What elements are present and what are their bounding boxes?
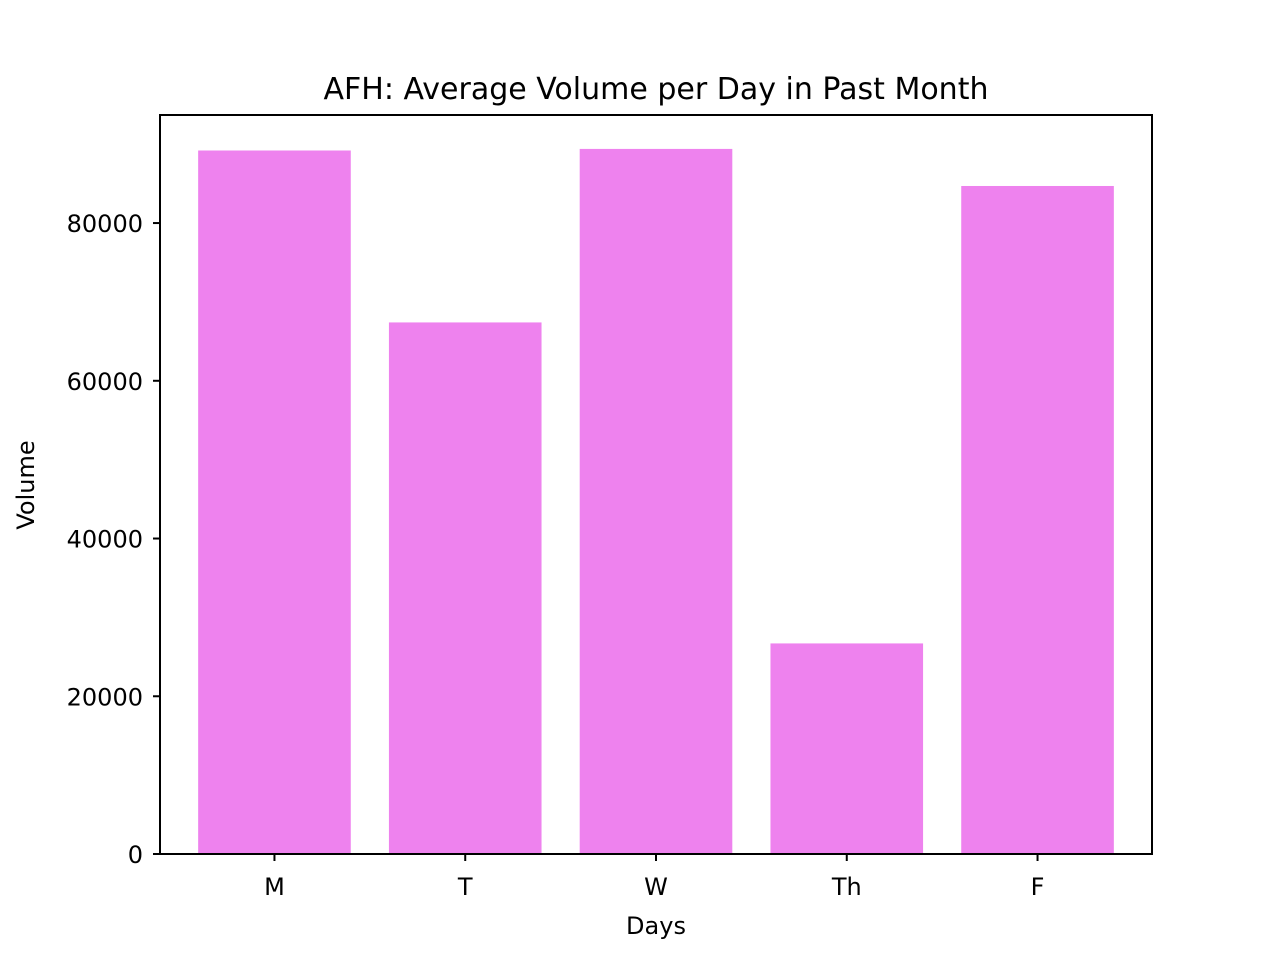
plot-frame — [159, 114, 1153, 855]
bars-group — [198, 148, 1114, 855]
x-axis-label: Days — [626, 912, 686, 940]
y-axis-ticks: 0 20000 40000 60000 80000 — [67, 210, 160, 869]
y-tick-label: 0 — [128, 841, 143, 869]
bar-m — [198, 150, 351, 855]
y-tick-label: 60000 — [67, 368, 143, 396]
y-tick-label: 20000 — [67, 683, 143, 711]
chart-title: AFH: Average Volume per Day in Past Mont… — [324, 72, 989, 107]
x-tick-label: T — [457, 873, 473, 901]
x-tick-label: Th — [831, 873, 862, 901]
y-tick-label: 80000 — [67, 210, 143, 238]
y-axis-label: Volume — [12, 440, 40, 529]
x-tick-label: M — [264, 873, 285, 901]
bar-th — [770, 643, 924, 854]
bar-w — [579, 148, 733, 854]
x-tick-label: W — [644, 873, 668, 901]
bar-t — [388, 322, 542, 854]
y-tick-label: 40000 — [67, 526, 143, 554]
x-tick-label: F — [1031, 873, 1045, 901]
bar-f — [961, 185, 1114, 854]
x-axis-ticks: M T W Th F — [264, 854, 1044, 901]
